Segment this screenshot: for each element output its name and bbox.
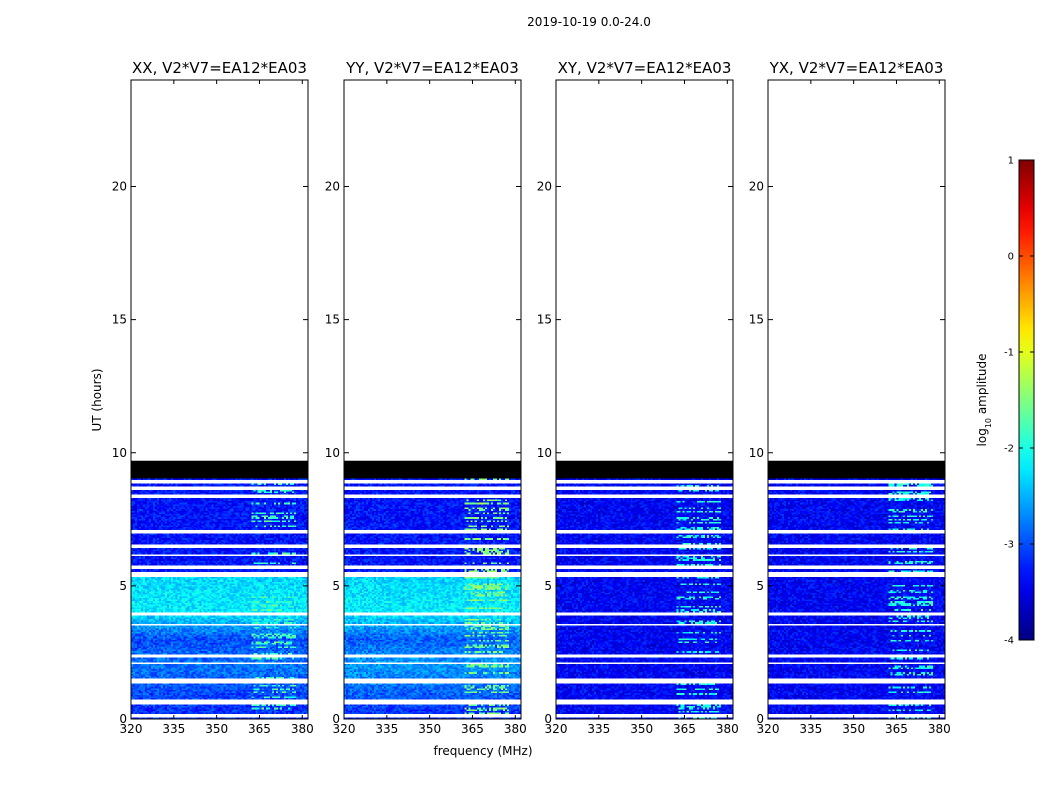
spectrogram-image <box>344 460 521 719</box>
figure-suptitle: 2019-10-19 0.0-24.0 <box>527 15 651 29</box>
y-tick-label: 20 <box>749 180 764 194</box>
y-tick-label: 0 <box>756 712 764 726</box>
x-tick-label: 380 <box>291 722 314 736</box>
y-tick-label: 15 <box>537 313 552 327</box>
x-tick-label: 365 <box>248 722 271 736</box>
spectrogram-image <box>131 460 308 719</box>
y-tick-label: 20 <box>325 180 340 194</box>
colorbar: 1 0 -1 -2 -3 -4 log10 amplitude <box>975 156 1035 647</box>
x-tick-label: 320 <box>120 722 143 736</box>
colorbar-label: log10 amplitude <box>975 354 993 447</box>
plot-frame <box>343 79 522 720</box>
colorbar-tick-label: -2 <box>1004 444 1014 455</box>
y-tick-label: 15 <box>325 313 340 327</box>
panel-title: YX, V2*V7=EA12*EA03 <box>769 59 944 77</box>
y-tick-label: 20 <box>537 180 552 194</box>
y-axis-label: UT (hours) <box>90 368 104 431</box>
x-tick-label: 350 <box>630 722 653 736</box>
plot-frame <box>767 79 946 720</box>
y-tick-label: 15 <box>749 313 764 327</box>
y-tick-label: 0 <box>332 712 340 726</box>
x-tick-label: 335 <box>375 722 398 736</box>
y-tick-label: 10 <box>749 446 764 460</box>
plot-frame <box>130 79 309 720</box>
x-tick-label: 365 <box>461 722 484 736</box>
x-tick-label: 365 <box>673 722 696 736</box>
x-tick-label: 350 <box>205 722 228 736</box>
y-tick-label: 20 <box>112 180 127 194</box>
y-tick-label: 10 <box>325 446 340 460</box>
y-tick-label: 0 <box>544 712 552 726</box>
colorbar-tick-label: 0 <box>1008 252 1014 263</box>
x-tick-label: 350 <box>842 722 865 736</box>
spectrogram-image <box>768 460 945 719</box>
panel-xy: XY, V2*V7=EA12*EA03 320 335 350 365 380 0 5 10 15… <box>537 59 739 736</box>
colorbar-tick-label: 1 <box>1008 156 1014 167</box>
spectrogram-image <box>556 460 733 719</box>
y-tick-label: 5 <box>756 579 764 593</box>
x-tick-label: 380 <box>716 722 739 736</box>
colorbar-gradient <box>1018 159 1035 641</box>
colorbar-tick-label: -4 <box>1004 636 1014 647</box>
y-tick-label: 15 <box>112 313 127 327</box>
x-tick-label: 380 <box>928 722 951 736</box>
x-tick-label: 380 <box>504 722 527 736</box>
x-tick-label: 335 <box>162 722 185 736</box>
panels-group: XX, V2*V7=EA12*EA03 320 335 350 365 380 0 5 10 15… <box>112 59 951 736</box>
x-tick-label: 320 <box>757 722 780 736</box>
x-tick-label: 335 <box>587 722 610 736</box>
x-tick-label: 365 <box>885 722 908 736</box>
colorbar-tick-label: -3 <box>1004 540 1014 551</box>
panel-yy: YY, V2*V7=EA12*EA03 320 335 350 365 380 0 5 10 15… <box>325 59 527 736</box>
y-tick-label: 10 <box>112 446 127 460</box>
x-tick-label: 350 <box>418 722 441 736</box>
y-tick-label: 10 <box>537 446 552 460</box>
x-tick-label: 320 <box>333 722 356 736</box>
plot-frame <box>555 79 734 720</box>
panel-title: XY, V2*V7=EA12*EA03 <box>558 59 732 77</box>
panel-title: XX, V2*V7=EA12*EA03 <box>132 59 307 77</box>
y-tick-label: 5 <box>119 579 127 593</box>
panel-title: YY, V2*V7=EA12*EA03 <box>345 59 519 77</box>
x-axis-label: frequency (MHz) <box>433 744 532 758</box>
x-tick-label: 320 <box>545 722 568 736</box>
y-tick-label: 0 <box>119 712 127 726</box>
panel-xx: XX, V2*V7=EA12*EA03 320 335 350 365 380 0 5 10 15… <box>112 59 314 736</box>
colorbar-tick-label: -1 <box>1004 348 1014 359</box>
y-tick-label: 5 <box>544 579 552 593</box>
x-tick-label: 335 <box>799 722 822 736</box>
y-tick-label: 5 <box>332 579 340 593</box>
panel-yx: YX, V2*V7=EA12*EA03 320 335 350 365 380 0 5 10 15… <box>749 59 951 736</box>
